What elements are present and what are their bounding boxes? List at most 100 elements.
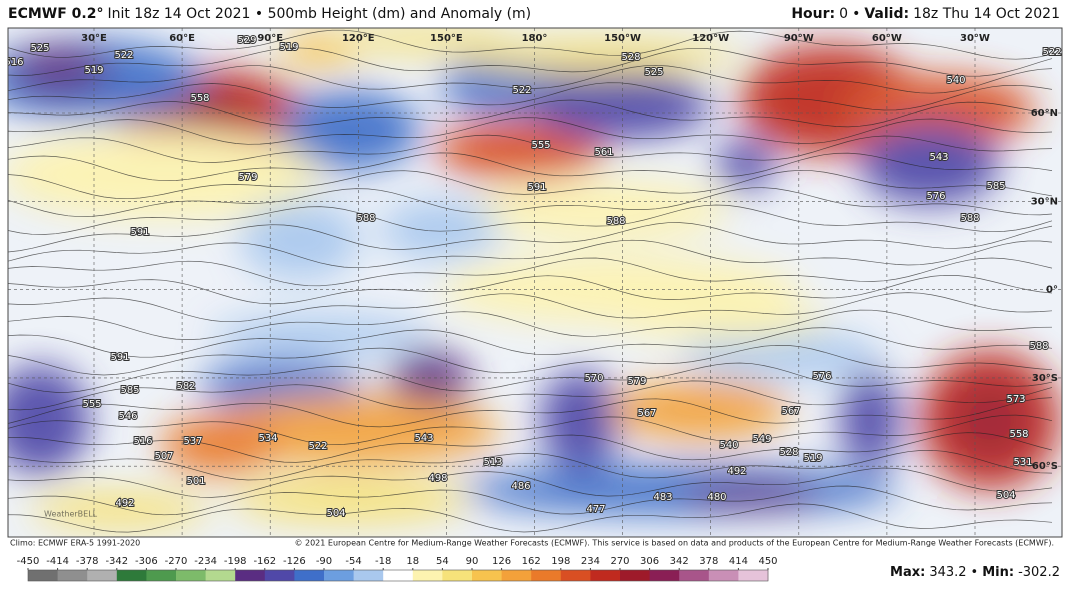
contour-label: 588 [1029, 341, 1048, 352]
longitude-label: 30°E [81, 33, 107, 44]
contour-label: 534 [258, 433, 277, 444]
colorbar-bin [679, 570, 710, 581]
anomaly-blob [8, 130, 320, 220]
contour-label: 529 [237, 35, 256, 46]
map: 525 522 519 516 558 529 519 579 588 591 522 528 525 5… [4, 28, 1062, 537]
hour: 0 [839, 6, 848, 22]
anomaly-blob [860, 125, 1000, 205]
anomaly-blob [10, 45, 110, 95]
height-contour [8, 380, 1053, 411]
height-contour [8, 134, 1053, 163]
height-contour [8, 64, 1053, 94]
colorbar-bin [57, 570, 88, 581]
height-contour [8, 397, 1053, 428]
contour-label: 576 [926, 191, 945, 202]
anomaly-blob [390, 350, 470, 410]
contour-label: 525 [30, 43, 49, 54]
watermark: WeatherBELL [44, 510, 98, 519]
contour-label: 588 [606, 216, 625, 227]
colorbar-tick-label: 270 [610, 556, 629, 567]
anomaly-blob [530, 70, 710, 140]
longitude-label: 120°E [342, 33, 375, 44]
height-contour [8, 327, 1053, 358]
colorbar-tick-label: -18 [375, 556, 391, 567]
anomaly-blob [840, 370, 900, 470]
anomaly-blob [160, 415, 280, 475]
longitude-label: 30°W [960, 33, 990, 44]
colorbar-tick-label: -54 [345, 556, 361, 567]
contour-label: 519 [279, 42, 298, 53]
colorbar-bin [649, 570, 680, 581]
colorbar-bin [294, 570, 325, 581]
height-contour [8, 239, 1053, 269]
latitude-label: 30°N [1031, 196, 1058, 207]
contour-label: 546 [118, 411, 137, 422]
valid: 18z Thu 14 Oct 2021 [913, 6, 1060, 22]
colorbar-bin [235, 570, 266, 581]
colorbar-bin [28, 570, 59, 581]
height-contour [8, 503, 1053, 533]
height-contour [8, 204, 1053, 235]
contour-label: 579 [627, 376, 646, 387]
contour-label: 555 [531, 140, 550, 151]
contour-label: 486 [511, 481, 530, 492]
colorbar-bin [353, 570, 384, 581]
colorbar-bin [708, 570, 739, 581]
contour-label: 555 [82, 399, 101, 410]
contour-label: 591 [527, 182, 546, 193]
contour-label: 588 [960, 213, 979, 224]
height-contour [8, 344, 1053, 376]
header-bg [0, 0, 1080, 28]
colorbar-tick-label: 126 [492, 556, 511, 567]
contour-label: 573 [1006, 394, 1025, 405]
height-contour [8, 257, 1053, 287]
latitude-label: 60°N [1031, 108, 1058, 119]
longitude-label: 60°W [872, 33, 902, 44]
contour-label: 543 [929, 152, 948, 163]
height-contour [8, 362, 1053, 393]
colorbar-tick-label: -162 [253, 556, 276, 567]
height-contour [8, 82, 1053, 111]
colorbar-bin [87, 570, 118, 581]
anomaly-blob [380, 200, 500, 260]
height-contour [8, 449, 1053, 481]
contour-label: 576 [812, 371, 831, 382]
contour-label: 504 [996, 490, 1015, 501]
contour-label: 567 [781, 406, 800, 417]
longitude-label: 60°E [169, 33, 195, 44]
max-min: Max: 343.2 • Min: -302.2 [890, 565, 1060, 580]
colorbar-frame [27, 569, 769, 582]
colorbar-bin [205, 570, 236, 581]
height-contour [8, 29, 1053, 60]
contour-label: 528 [621, 52, 640, 63]
contour-label: 483 [653, 492, 672, 503]
anomaly-blob [610, 380, 790, 440]
colorbar-tick-label: 198 [551, 556, 570, 567]
contour-label: 480 [707, 492, 726, 503]
subtitle: Init 18z 14 Oct 2021 • 500mb Height (dm)… [107, 6, 531, 22]
height-contour [8, 117, 1053, 145]
colorbar-tick-label: 18 [406, 556, 419, 567]
colorbar-tick-label: -378 [76, 556, 99, 567]
longitude-label: 150°W [604, 33, 641, 44]
contour-label: 498 [428, 473, 447, 484]
colorbar-bin [412, 570, 443, 581]
contour-label: 516 [4, 57, 23, 68]
longitude-label: 90°W [784, 33, 814, 44]
colorbar-bin [442, 570, 473, 581]
longitude-label: 90°E [257, 33, 283, 44]
contour-label: 570 [584, 373, 603, 384]
height-contour [8, 187, 1053, 218]
anomaly-blob [8, 365, 90, 475]
contour-label: 522 [1042, 47, 1061, 58]
colorbar-tick-label: -90 [316, 556, 332, 567]
contour-label: 588 [356, 213, 375, 224]
height-contour [8, 169, 1053, 200]
contour-label: 558 [190, 93, 209, 104]
colorbar-bin [590, 570, 621, 581]
colorbar-tick-label: 450 [758, 556, 777, 567]
contour-label: 522 [114, 50, 133, 61]
colorbar-tick-label: -342 [105, 556, 128, 567]
colorbar-tick-label: 306 [640, 556, 659, 567]
